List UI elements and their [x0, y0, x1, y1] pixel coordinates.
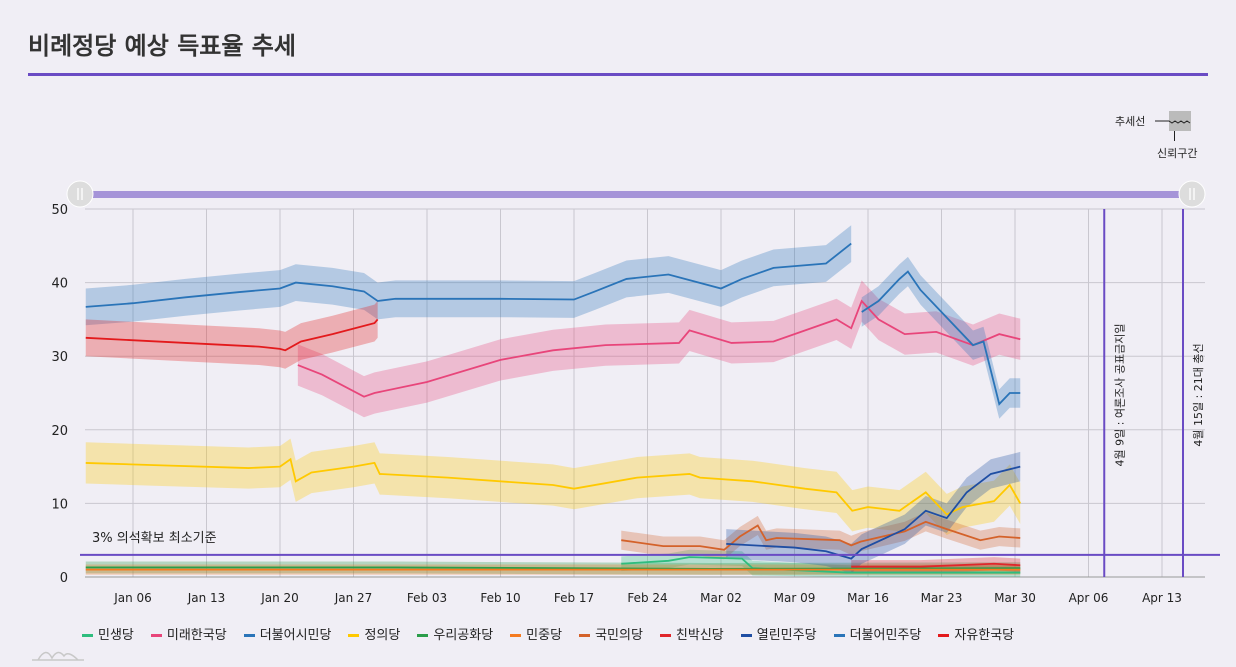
range-slider-start-handle[interactable]	[66, 180, 94, 208]
legend-label: 정의당	[364, 628, 401, 643]
legend-label: 민중당	[526, 628, 563, 643]
series-line	[85, 242, 852, 308]
confidence-band	[85, 301, 378, 369]
legend-swatch	[659, 634, 671, 637]
series-line	[85, 566, 1021, 570]
handle-grip-icon	[1189, 188, 1195, 200]
series-line	[85, 318, 379, 352]
trend-band-legend: 추세선 신뢰구간	[1115, 111, 1197, 160]
legend-item[interactable]: 친박신당	[659, 624, 724, 643]
x-tick-label: Apr 06	[1069, 591, 1109, 605]
series-line	[621, 520, 1021, 551]
legend-label: 국민의당	[595, 628, 643, 643]
range-slider-end-handle[interactable]	[1178, 180, 1206, 208]
confidence-band	[85, 225, 852, 326]
series-line	[85, 457, 1022, 516]
legend-item[interactable]: 열린민주당	[740, 624, 817, 643]
y-tick-label: 20	[51, 424, 68, 439]
x-tick-label: Feb 24	[627, 591, 667, 605]
legend-label: 열린민주당	[756, 628, 817, 643]
x-tick-label: Feb 10	[480, 591, 520, 605]
y-tick-label: 10	[51, 497, 68, 512]
confidence-band	[85, 438, 1021, 536]
x-tick-label: Jan 06	[113, 591, 152, 605]
y-tick-label: 0	[60, 571, 68, 586]
x-tick-label: Mar 09	[774, 591, 816, 605]
legend-swatch	[243, 634, 255, 637]
x-tick-label: Mar 23	[921, 591, 963, 605]
brush-overview-icon	[32, 651, 84, 661]
legend-swatch	[833, 634, 845, 637]
series-line	[297, 299, 1021, 398]
x-tick-label: Mar 30	[994, 591, 1036, 605]
series-line	[726, 465, 1021, 560]
legend-item[interactable]: 민중당	[510, 624, 562, 643]
legend-swatch	[938, 634, 950, 637]
legend-swatch	[579, 634, 591, 637]
legend-item[interactable]: 우리공화당	[417, 624, 493, 643]
threshold-label: 3% 의석확보 최소기준	[92, 531, 217, 546]
x-tick-label: Feb 03	[407, 591, 447, 605]
legend-label: 더불어시민당	[259, 628, 332, 643]
confidence-band-label: 신뢰구간	[1157, 147, 1198, 160]
series-line	[621, 556, 1021, 574]
event-label: 4월 9일 : 여론조사 공표금지일	[1112, 323, 1126, 466]
series-line	[861, 270, 1021, 406]
chart-legend: 민생당 미래한국당 더불어시민당 정의당 우리공화당 민중당 국민의당 친박신당 열린민주당 더불…	[82, 624, 1014, 643]
legend-label: 더불어민주당	[849, 628, 922, 643]
legend-label: 친박신당	[675, 628, 724, 643]
legend-item[interactable]: 국민의당	[579, 624, 643, 643]
x-tick-label: Mar 16	[847, 591, 889, 605]
x-tick-label: Jan 13	[187, 591, 226, 605]
legend-item[interactable]: 더불어민주당	[833, 624, 922, 643]
x-tick-label: Mar 02	[700, 591, 742, 605]
legend-item[interactable]: 자유한국당	[938, 624, 1014, 643]
legend-swatch	[348, 634, 360, 637]
confidence-band	[297, 280, 1021, 418]
legend-label: 민생당	[98, 628, 134, 643]
x-tick-label: Feb 17	[554, 591, 594, 605]
legend-item[interactable]: 더불어시민당	[243, 624, 332, 643]
y-tick-label: 30	[51, 350, 68, 365]
legend-swatch	[417, 634, 429, 637]
page-title: 비례정당 예상 득표율 추세	[28, 32, 296, 60]
handle-grip-icon	[77, 188, 83, 200]
event-label: 4월 15일 : 21대 총선	[1191, 343, 1205, 446]
trend-band-icon	[1155, 111, 1191, 131]
legend-swatch	[740, 634, 752, 637]
legend-swatch	[82, 634, 93, 637]
legend-item[interactable]: 민생당	[82, 624, 134, 643]
series-line	[851, 562, 1021, 568]
confidence-band	[861, 256, 1021, 419]
range-slider-track[interactable]	[80, 191, 1192, 198]
y-tick-label: 40	[51, 277, 68, 292]
x-tick-label: Apr 13	[1142, 591, 1182, 605]
title-divider	[28, 73, 1208, 76]
x-tick-label: Jan 27	[334, 591, 373, 605]
legend-item[interactable]: 미래한국당	[150, 624, 227, 643]
legend-item[interactable]: 정의당	[348, 624, 400, 643]
legend-label: 자유한국당	[954, 628, 1015, 643]
legend-swatch	[510, 634, 522, 637]
x-tick-label: Jan 20	[260, 591, 299, 605]
y-tick-label: 50	[51, 203, 68, 218]
legend-swatch	[150, 634, 162, 637]
legend-label: 미래한국당	[166, 628, 227, 643]
confidence-band	[726, 451, 1021, 574]
trend-line-label: 추세선	[1115, 115, 1146, 128]
legend-label: 우리공화당	[433, 628, 494, 643]
